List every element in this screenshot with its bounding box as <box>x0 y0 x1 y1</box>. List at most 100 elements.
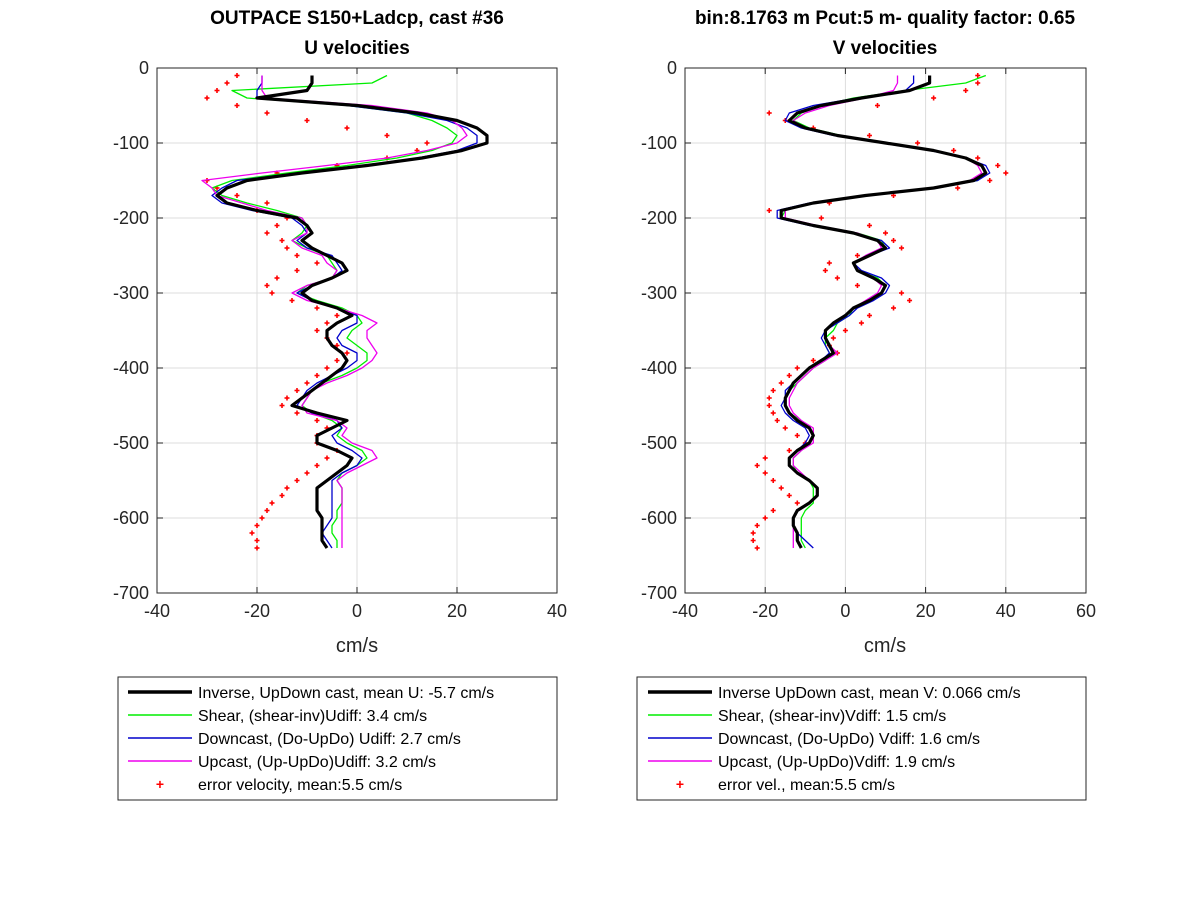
error-point <box>264 110 270 116</box>
error-point <box>284 485 290 491</box>
error-point <box>274 275 280 281</box>
error-point <box>874 103 880 108</box>
x-tick-label: -40 <box>672 601 698 621</box>
y-tick-label: -100 <box>641 133 677 153</box>
error-point <box>963 88 969 93</box>
error-point <box>754 545 760 551</box>
v-velocity-legend: Inverse UpDown cast, mean V: 0.066 cm/s … <box>636 676 1087 801</box>
legend-label-error: error vel., mean:5.5 cm/s <box>718 777 895 794</box>
error-point <box>766 403 772 408</box>
error-point <box>975 73 981 78</box>
legend-label-downcast: Downcast, (Do-UpDo) Vdiff: 1.6 cm/s <box>718 731 980 748</box>
error-point <box>955 185 961 191</box>
error-point <box>766 395 772 401</box>
x-tick-label: -20 <box>752 601 778 621</box>
error-point <box>384 133 390 138</box>
error-point <box>294 253 300 258</box>
right-title-line2: V velocities <box>833 38 938 59</box>
error-point <box>334 313 340 318</box>
error-point <box>899 245 905 251</box>
error-point <box>324 320 330 326</box>
error-point <box>866 133 872 138</box>
x-tick-label: 60 <box>1076 601 1096 621</box>
x-tick-label: 20 <box>916 601 936 621</box>
error-point <box>750 530 756 536</box>
error-point <box>762 455 768 461</box>
error-point <box>214 88 220 93</box>
error-point <box>234 73 240 78</box>
error-point <box>294 388 300 393</box>
legend-label-downcast: Downcast, (Do-UpDo) Udiff: 2.7 cm/s <box>198 731 461 748</box>
u-velocity-legend: Inverse, UpDown cast, mean U: -5.7 cm/s … <box>117 676 558 801</box>
error-point <box>269 290 275 296</box>
error-point <box>344 125 350 131</box>
error-point <box>259 515 265 521</box>
y-tick-label: -400 <box>641 358 677 378</box>
plot-background <box>685 68 1086 593</box>
x-tick-label: -20 <box>244 601 270 621</box>
error-point <box>284 245 290 251</box>
u-velocity-panel: OUTPACE S150+Ladcp, cast #36 U velocitie… <box>113 8 567 657</box>
x-tick-label: -40 <box>144 601 170 621</box>
error-point <box>842 328 848 333</box>
error-point <box>975 80 981 86</box>
series-line-inverse <box>779 75 988 549</box>
error-point <box>782 425 788 431</box>
error-point <box>264 200 270 206</box>
error-point <box>931 95 937 101</box>
error-point <box>754 523 760 528</box>
axes-box <box>684 67 1087 594</box>
y-tick-label: -200 <box>113 208 149 228</box>
error-point <box>987 178 993 183</box>
left-title-line2: U velocities <box>304 38 410 59</box>
right-title-line1: bin:8.1763 m Pcut:5 m- quality factor: 0… <box>695 8 1076 29</box>
error-point <box>858 320 864 326</box>
error-point <box>762 470 768 476</box>
error-point <box>1003 170 1009 176</box>
x-tick-label: 40 <box>547 601 567 621</box>
error-point <box>826 260 832 266</box>
error-point <box>770 388 776 393</box>
error-point <box>754 463 760 468</box>
series-line-upcast <box>201 75 468 548</box>
error-point <box>264 230 270 236</box>
error-point <box>304 470 310 476</box>
legend-swatch-error: + <box>156 776 164 792</box>
error-point <box>264 508 270 513</box>
error-point <box>304 380 310 386</box>
error-point <box>786 448 792 453</box>
y-tick-label: -600 <box>113 508 149 528</box>
error-point <box>762 515 768 521</box>
error-point <box>770 478 776 483</box>
error-point <box>794 365 800 371</box>
error-point <box>794 433 800 438</box>
x-tick-label: 20 <box>447 601 467 621</box>
error-point <box>995 163 1001 168</box>
error-point <box>264 283 270 288</box>
y-tick-label: -600 <box>641 508 677 528</box>
error-point <box>866 223 872 228</box>
y-tick-label: -700 <box>641 583 677 603</box>
error-point <box>274 223 280 228</box>
error-point <box>279 403 285 408</box>
error-point <box>891 238 897 243</box>
error-point <box>830 335 836 341</box>
error-point <box>975 155 981 161</box>
u-velocity-plot-area: -40 -20 0 20 400-100-200-300-400-500-600-700 <box>113 58 567 621</box>
error-point <box>750 538 756 543</box>
error-point <box>324 365 330 371</box>
error-point <box>899 290 905 296</box>
error-point <box>314 463 320 468</box>
y-tick-label: -300 <box>641 283 677 303</box>
error-point <box>822 268 828 273</box>
error-point <box>915 140 921 146</box>
y-tick-label: -400 <box>113 358 149 378</box>
error-point <box>324 455 330 461</box>
error-point <box>334 358 340 363</box>
error-point <box>279 493 285 498</box>
error-point <box>254 538 260 543</box>
legend-label-upcast: Upcast, (Up-UpDo)Udiff: 3.2 cm/s <box>198 754 436 771</box>
legend-label-shear: Shear, (shear-inv)Udiff: 3.4 cm/s <box>198 708 427 725</box>
legend-label-upcast: Upcast, (Up-UpDo)Vdiff: 1.9 cm/s <box>718 754 955 771</box>
